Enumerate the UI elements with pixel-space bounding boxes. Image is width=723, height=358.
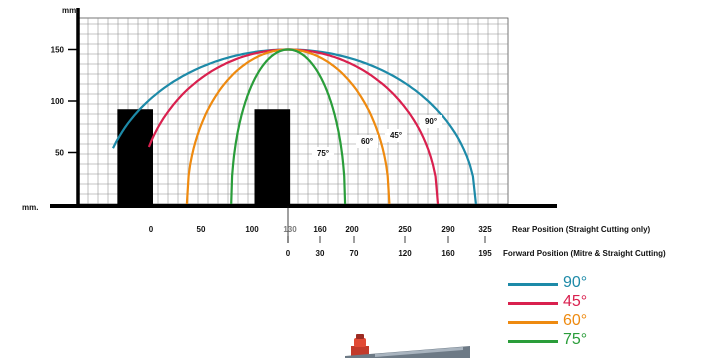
chart-text: mm. mm. 50 100 150 0 50 100 130 160 200 250 290 325 Re… [22,6,666,258]
legend-swatch-45 [508,302,558,305]
cutting-capacity-chart: mm. mm. 50 100 150 0 50 100 130 160 200 250 290 325 Re… [22,6,666,258]
forward-tick-label-160: 160 [441,249,455,258]
y-tick-label-150: 150 [51,46,65,55]
forward-tick-label-70: 70 [350,249,359,258]
legend-label-45: 45° [563,293,588,310]
curve-label-bg-1 [385,129,407,142]
legend-swatch-90 [508,283,558,286]
curve-label-bg-3 [312,147,334,160]
legend-label-90: 90° [563,274,588,291]
legend-swatch-60 [508,321,558,324]
rear-tick-label-0: 0 [149,225,154,234]
forward-tick-label-30: 30 [316,249,325,258]
workpiece-block-1 [117,109,153,204]
curve-label-45-deg: 45° [390,131,402,140]
rear-tick-label-250: 250 [398,225,412,234]
rear-tick-label-290: 290 [441,225,455,234]
y-tick-label-50: 50 [55,149,64,158]
rear-tick-label-100: 100 [245,225,259,234]
curve-75-deg [230,48,347,205]
rear-tick-label-325: 325 [478,225,492,234]
legend-swatch-75 [508,340,558,343]
forward-tick-label-0: 0 [286,249,291,258]
x-axis-unit-label: mm. [22,203,38,212]
curve-label-bg-2 [356,135,378,148]
y-tick-label-100: 100 [51,97,65,106]
chart-axes [50,8,557,243]
saw-machine-image [345,334,470,358]
legend-label-75: 75° [563,331,588,348]
legend-label-60: 60° [563,312,588,329]
curve-label-60-deg: 60° [361,137,373,146]
curve-label-bg-0 [420,115,442,128]
forward-tick-label-195: 195 [478,249,492,258]
curve-label-75-deg: 75° [317,149,329,158]
rear-axis-title: Rear Position (Straight Cutting only) [512,225,651,234]
rear-tick-label-50: 50 [197,225,206,234]
curve-series [112,48,477,205]
rear-tick-label-130: 130 [283,225,297,234]
curve-label-90-deg: 90° [425,117,437,126]
forward-tick-label-120: 120 [398,249,412,258]
workpiece-blocks [117,109,291,204]
workpiece-block-2 [254,109,291,204]
rear-tick-label-160: 160 [313,225,327,234]
y-axis-unit-label: mm. [62,6,78,15]
forward-axis-title: Forward Position (Mitre & Straight Cutti… [503,249,666,258]
rear-tick-label-200: 200 [345,225,359,234]
